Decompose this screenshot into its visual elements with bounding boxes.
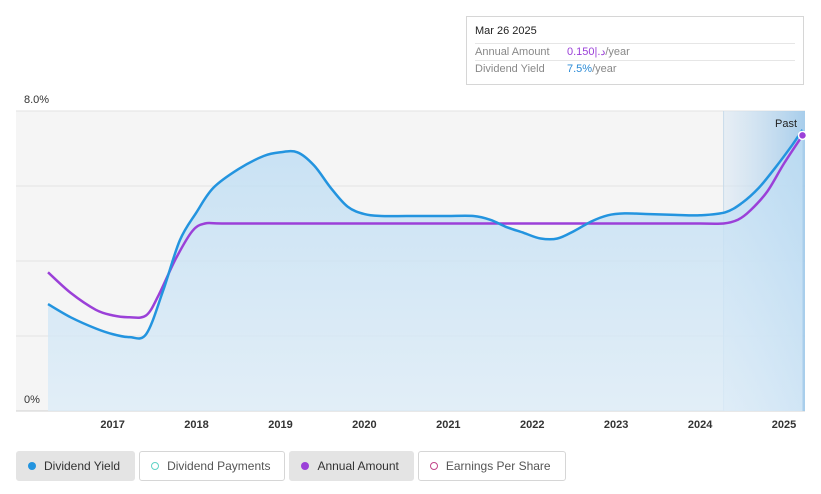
annual-amount-end-marker[interactable] — [797, 130, 808, 141]
tooltip-dividend-yield-value: 7.5% — [567, 63, 593, 75]
legend-earnings-per-share[interactable]: Earnings Per Share — [417, 451, 566, 481]
tooltip-date: Mar 26 2025 — [475, 25, 537, 37]
y-axis-tick-labels: 8.0% 0% — [24, 94, 49, 406]
x-tick-label: 2022 — [520, 419, 544, 431]
tooltip-annual-amount-row: Annual Amount 0.150|.د /year — [475, 43, 795, 60]
legend-label: Dividend Payments — [167, 459, 271, 473]
legend-dividend-payments[interactable]: Dividend Payments — [139, 451, 286, 481]
annual-amount-line — [47, 134, 804, 319]
x-axis-tick-labels: 2017 2018 2019 2020 2021 2022 2023 2024 2025 — [100, 419, 796, 431]
legend-label: Earnings Per Share — [445, 459, 551, 473]
dividend-payments-dot-icon — [151, 462, 160, 470]
x-tick-label: 2023 — [604, 419, 628, 431]
legend-label: Dividend Yield — [44, 459, 121, 473]
earnings-per-share-dot-icon — [429, 462, 438, 470]
x-tick-label: 2021 — [436, 419, 460, 431]
tooltip-annual-amount-value: 0.150|.د — [567, 46, 606, 58]
dividend-yield-line — [47, 129, 804, 340]
annual-amount-dot-icon — [301, 462, 310, 470]
dividend-yield-area — [48, 129, 803, 412]
tooltip-annual-amount-label: Annual Amount — [475, 46, 550, 58]
x-tick-label: 2020 — [352, 419, 376, 431]
x-tick-label: 2025 — [772, 419, 796, 431]
legend-dividend-yield[interactable]: Dividend Yield — [16, 451, 136, 481]
x-tick-label: 2024 — [688, 419, 713, 431]
y-tick-label: 0% — [24, 394, 40, 406]
legend-label: Annual Amount — [317, 459, 399, 473]
dividend-yield-dot-icon — [28, 462, 36, 470]
past-label: Past — [775, 118, 797, 130]
tooltip-annual-amount-unit: /year — [605, 46, 630, 58]
x-tick-label: 2018 — [184, 419, 208, 431]
legend-annual-amount[interactable]: Annual Amount — [289, 451, 414, 481]
tooltip: Mar 26 2025 Annual Amount 0.150|.د /year… — [466, 16, 804, 85]
legend: Dividend Yield Dividend Payments Annual … — [16, 451, 566, 481]
tooltip-dividend-yield-label: Dividend Yield — [475, 63, 545, 75]
y-tick-label: 8.0% — [24, 94, 49, 106]
x-tick-label: 2019 — [268, 419, 292, 431]
x-tick-label: 2017 — [100, 419, 124, 431]
tooltip-dividend-yield-row: Dividend Yield 7.5% /year — [475, 60, 795, 77]
tooltip-dividend-yield-unit: /year — [592, 63, 617, 75]
